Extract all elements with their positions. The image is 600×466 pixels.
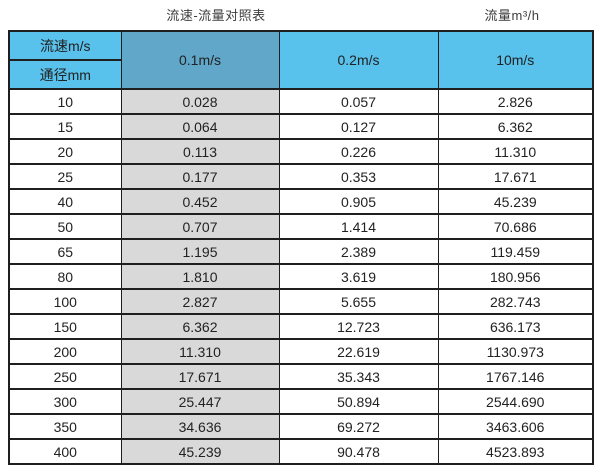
diameter-cell: 65 bbox=[8, 238, 122, 265]
flow-value-cell: 5.655 bbox=[278, 288, 439, 315]
flow-value-cell: 12.723 bbox=[278, 313, 439, 340]
table-header: 流速m/s 0.1m/s 0.2m/s 10m/s 通径mm bbox=[8, 30, 594, 90]
flow-value-cell: 282.743 bbox=[437, 288, 594, 315]
table-row: 10 0.028 0.057 2.826 bbox=[8, 88, 594, 115]
flow-value-cell: 2.827 bbox=[120, 288, 280, 315]
flow-value-cell: 6.362 bbox=[120, 313, 280, 340]
diameter-cell: 200 bbox=[8, 338, 122, 365]
flow-value-cell: 45.239 bbox=[120, 438, 280, 465]
flow-value-cell: 17.671 bbox=[120, 363, 280, 390]
flow-value-cell: 0.452 bbox=[120, 188, 280, 215]
diameter-cell: 15 bbox=[8, 113, 122, 140]
table-row: 300 25.447 50.894 2544.690 bbox=[8, 388, 594, 415]
header-velocity-10: 10m/s bbox=[437, 30, 594, 90]
flow-value-cell: 0.707 bbox=[120, 213, 280, 240]
table-title: 流速-流量对照表 bbox=[166, 8, 266, 23]
flow-value-cell: 0.353 bbox=[278, 163, 439, 190]
table-row: 100 2.827 5.655 282.743 bbox=[8, 288, 594, 315]
flow-value-cell: 2544.690 bbox=[437, 388, 594, 415]
diameter-cell: 400 bbox=[8, 438, 122, 465]
flow-value-cell: 35.343 bbox=[278, 363, 439, 390]
flow-rate-table: 流速m/s 0.1m/s 0.2m/s 10m/s 通径mm 10 0.028 0.… bbox=[8, 30, 594, 465]
table-row: 65 1.195 2.389 119.459 bbox=[8, 238, 594, 265]
flow-value-cell: 1.810 bbox=[120, 263, 280, 290]
flow-value-cell: 119.459 bbox=[437, 238, 594, 265]
flow-value-cell: 70.686 bbox=[437, 213, 594, 240]
diameter-cell: 250 bbox=[8, 363, 122, 390]
header-diameter-label: 通径mm bbox=[8, 59, 122, 90]
table-row: 50 0.707 1.414 70.686 bbox=[8, 213, 594, 240]
diameter-cell: 80 bbox=[8, 263, 122, 290]
table-row: 40 0.452 0.905 45.239 bbox=[8, 188, 594, 215]
flow-value-cell: 17.671 bbox=[437, 163, 594, 190]
header-velocity-0-2: 0.2m/s bbox=[278, 30, 439, 90]
flow-value-cell: 180.956 bbox=[437, 263, 594, 290]
diameter-cell: 150 bbox=[8, 313, 122, 340]
flow-value-cell: 34.636 bbox=[120, 413, 280, 440]
flow-value-cell: 11.310 bbox=[120, 338, 280, 365]
flow-value-cell: 1767.146 bbox=[437, 363, 594, 390]
flow-value-cell: 50.894 bbox=[278, 388, 439, 415]
flow-value-cell: 1.195 bbox=[120, 238, 280, 265]
table-row: 400 45.239 90.478 4523.893 bbox=[8, 438, 594, 465]
flow-value-cell: 11.310 bbox=[437, 138, 594, 165]
flow-value-cell: 2.389 bbox=[278, 238, 439, 265]
table-row: 350 34.636 69.272 3463.606 bbox=[8, 413, 594, 440]
flow-value-cell: 0.113 bbox=[120, 138, 280, 165]
flow-value-cell: 0.064 bbox=[120, 113, 280, 140]
header-velocity-label: 流速m/s bbox=[8, 30, 122, 61]
header-velocity-0-1: 0.1m/s bbox=[120, 30, 280, 90]
diameter-cell: 350 bbox=[8, 413, 122, 440]
flow-value-cell: 90.478 bbox=[278, 438, 439, 465]
diameter-cell: 20 bbox=[8, 138, 122, 165]
table-row: 150 6.362 12.723 636.173 bbox=[8, 313, 594, 340]
flow-value-cell: 69.272 bbox=[278, 413, 439, 440]
title-bar: 流速-流量对照表 流量m³/h bbox=[0, 0, 600, 30]
flow-value-cell: 25.447 bbox=[120, 388, 280, 415]
diameter-cell: 10 bbox=[8, 88, 122, 115]
flow-value-cell: 22.619 bbox=[278, 338, 439, 365]
flow-value-cell: 1130.973 bbox=[437, 338, 594, 365]
diameter-cell: 100 bbox=[8, 288, 122, 315]
flow-value-cell: 636.173 bbox=[437, 313, 594, 340]
flow-value-cell: 0.226 bbox=[278, 138, 439, 165]
flow-value-cell: 4523.893 bbox=[437, 438, 594, 465]
table-row: 200 11.310 22.619 1130.973 bbox=[8, 338, 594, 365]
diameter-cell: 25 bbox=[8, 163, 122, 190]
diameter-cell: 50 bbox=[8, 213, 122, 240]
flow-value-cell: 0.057 bbox=[278, 88, 439, 115]
table-row: 80 1.810 3.619 180.956 bbox=[8, 263, 594, 290]
diameter-cell: 40 bbox=[8, 188, 122, 215]
flow-value-cell: 0.905 bbox=[278, 188, 439, 215]
table-body: 10 0.028 0.057 2.826 15 0.064 0.127 6.362 20 0.11… bbox=[8, 88, 594, 465]
flow-value-cell: 0.028 bbox=[120, 88, 280, 115]
diameter-cell: 300 bbox=[8, 388, 122, 415]
flow-value-cell: 2.826 bbox=[437, 88, 594, 115]
flow-value-cell: 0.177 bbox=[120, 163, 280, 190]
flow-value-cell: 3463.606 bbox=[437, 413, 594, 440]
table-row: 15 0.064 0.127 6.362 bbox=[8, 113, 594, 140]
flow-value-cell: 45.239 bbox=[437, 188, 594, 215]
table-row: 20 0.113 0.226 11.310 bbox=[8, 138, 594, 165]
flow-unit-label: 流量m³/h bbox=[484, 8, 540, 23]
flow-value-cell: 6.362 bbox=[437, 113, 594, 140]
table-row: 25 0.177 0.353 17.671 bbox=[8, 163, 594, 190]
table-row: 250 17.671 35.343 1767.146 bbox=[8, 363, 594, 390]
flow-value-cell: 0.127 bbox=[278, 113, 439, 140]
flow-value-cell: 3.619 bbox=[278, 263, 439, 290]
flow-value-cell: 1.414 bbox=[278, 213, 439, 240]
